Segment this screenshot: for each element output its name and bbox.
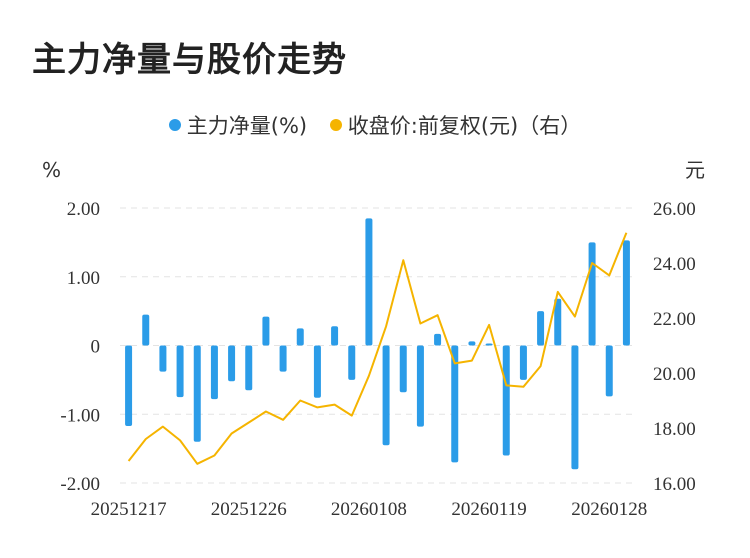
bar-net-flow[interactable] [468, 341, 476, 346]
bar-net-flow[interactable] [571, 345, 579, 470]
bar-net-flow[interactable] [142, 314, 150, 346]
bar-net-flow[interactable] [502, 345, 510, 456]
x-axis-tick-label: 20251226 [211, 499, 287, 520]
bar-net-flow[interactable] [605, 345, 613, 397]
bar-net-flow[interactable] [399, 345, 407, 393]
bar-net-flow[interactable] [210, 345, 218, 400]
bar-net-flow[interactable] [313, 345, 321, 398]
bar-net-flow[interactable] [588, 242, 596, 346]
legend-line-marker-icon [329, 119, 342, 131]
bar-net-flow[interactable] [365, 218, 373, 346]
bar-net-flow[interactable] [519, 345, 527, 380]
bar-net-flow[interactable] [554, 298, 562, 346]
right-axis-tick-label: 22.00 [653, 309, 696, 330]
bar-net-flow[interactable] [262, 316, 270, 346]
right-axis-unit: 元 [685, 158, 705, 182]
bar-net-flow[interactable] [296, 328, 304, 346]
bar-net-flow[interactable] [193, 345, 201, 442]
right-axis-tick-label: 20.00 [653, 364, 696, 385]
chart-legend: 主力净量(%) 收盘价:前复权(元)（右） [0, 110, 750, 140]
chart-title: 主力净量与股价走势 [32, 40, 347, 80]
right-axis-tick-label: 26.00 [653, 199, 696, 220]
legend-bar-marker-icon [168, 119, 181, 131]
bar-net-flow[interactable] [622, 240, 630, 346]
bar-net-flow[interactable] [348, 345, 356, 380]
legend-label-net-flow: 主力净量(%) [186, 114, 308, 138]
right-axis-tick-label: 24.00 [653, 254, 696, 275]
left-axis-unit: % [42, 158, 61, 182]
bar-net-flow[interactable] [485, 343, 493, 346]
left-axis-tick-label: -2.00 [60, 474, 100, 495]
bar-net-flow[interactable] [382, 345, 390, 446]
bar-net-flow[interactable] [125, 345, 133, 426]
left-axis-tick-label: -1.00 [60, 405, 100, 426]
bar-net-flow[interactable] [245, 345, 253, 391]
right-axis-tick-label: 18.00 [653, 419, 696, 440]
bar-net-flow[interactable] [159, 345, 167, 372]
bar-net-flow[interactable] [331, 326, 339, 346]
legend-item-net-flow[interactable]: 主力净量(%) [168, 110, 308, 140]
right-axis-tick-label: 16.00 [653, 474, 696, 495]
bar-net-flow[interactable] [434, 333, 442, 346]
bar-net-flow[interactable] [451, 345, 459, 463]
x-axis-tick-label: 20260119 [451, 499, 526, 520]
x-axis-tick-label: 20260108 [331, 499, 407, 520]
line-close-price[interactable] [127, 232, 628, 465]
x-axis-tick-label: 20251217 [91, 499, 167, 520]
bar-net-flow[interactable] [228, 345, 236, 382]
legend-label-close-price: 收盘价:前复权(元)（右） [347, 114, 582, 138]
left-axis-tick-label: 2.00 [67, 199, 100, 220]
left-axis-tick-label: 1.00 [67, 268, 100, 289]
bar-net-flow[interactable] [279, 345, 287, 372]
legend-item-close-price[interactable]: 收盘价:前复权(元)（右） [329, 110, 582, 140]
bar-net-flow[interactable] [176, 345, 184, 398]
bar-net-flow[interactable] [537, 311, 545, 346]
bar-net-flow[interactable] [416, 345, 424, 427]
x-axis-tick-label: 20260128 [571, 499, 647, 520]
left-axis-tick-label: 0 [91, 337, 101, 358]
